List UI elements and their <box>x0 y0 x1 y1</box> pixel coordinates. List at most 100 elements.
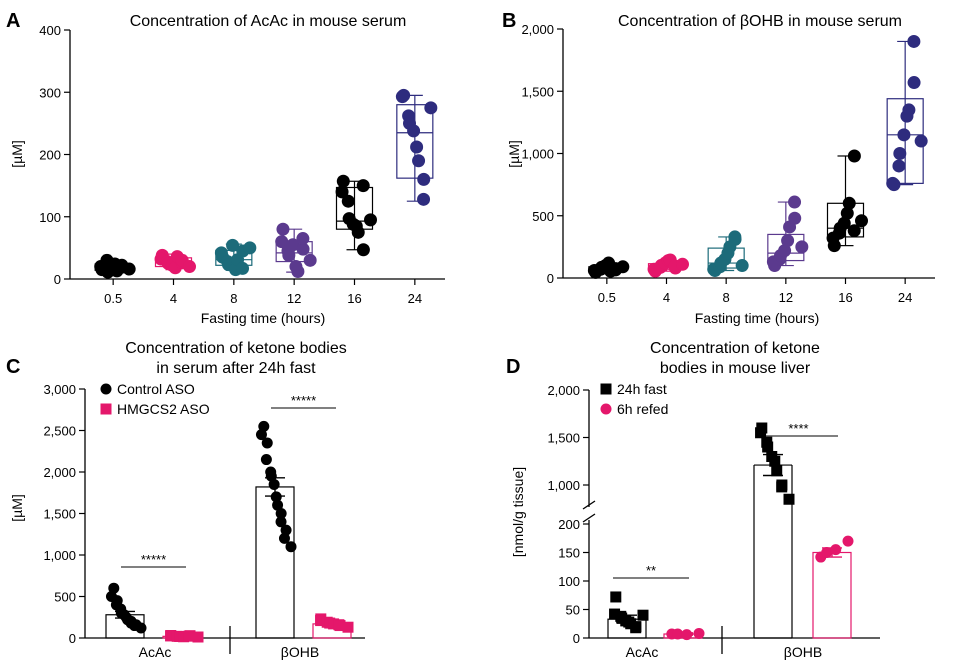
y-tick-label: 1,000 <box>521 147 554 162</box>
x-tick-label: 12 <box>287 291 301 306</box>
data-point <box>395 90 409 104</box>
y-tick-label: 3,000 <box>43 382 76 397</box>
box-rect <box>396 104 434 179</box>
y-tick-label: 0 <box>573 631 580 646</box>
panel-c-ylabel: [µM] <box>9 494 25 522</box>
panel-d-ylabel: [nmol/g tissue] <box>510 467 526 557</box>
data-point <box>226 238 240 252</box>
data-point <box>282 248 296 262</box>
data-point <box>781 234 795 248</box>
x-tick-label: 24 <box>898 290 912 305</box>
panel-b-xlabel: Fasting time (hours) <box>695 310 819 326</box>
data-point <box>837 216 851 230</box>
data-point <box>847 149 861 163</box>
data-point <box>637 609 649 621</box>
data-point <box>676 257 689 271</box>
data-point <box>788 211 802 225</box>
data-point <box>265 470 277 482</box>
x-tick-label: AcAc <box>626 644 659 660</box>
data-point <box>272 499 284 511</box>
data-point <box>778 244 792 258</box>
y-tick-label: 1,000 <box>547 478 580 493</box>
data-point <box>285 541 297 553</box>
panel-d-title-line1: Concentration of ketone <box>650 340 820 357</box>
data-point <box>276 222 290 236</box>
data-point <box>893 147 907 160</box>
x-tick-label: 24 <box>408 291 422 306</box>
x-tick-label: 16 <box>838 290 852 305</box>
data-point <box>268 478 280 490</box>
data-point <box>341 194 355 208</box>
panel-d-title-line2: bodies in mouse liver <box>660 360 811 377</box>
data-point <box>342 621 354 633</box>
data-point <box>616 260 630 274</box>
data-point <box>280 524 292 536</box>
x-tick-label: 4 <box>663 290 670 305</box>
panel-a-ylabel: [µM] <box>9 140 25 168</box>
legend-marker-24h-fast <box>600 383 612 395</box>
data-point <box>165 630 177 642</box>
panel-a-title: Concentration of AcAc in mouse serum <box>130 13 407 30</box>
panel-d: D Concentration of ketone bodies in mous… <box>506 340 880 660</box>
data-point <box>334 620 346 632</box>
x-tick-label: AcAc <box>139 644 172 660</box>
panel-c-letter: C <box>6 356 20 378</box>
axis-break-mark <box>582 513 596 523</box>
data-point <box>296 242 310 256</box>
y-tick-label: 150 <box>558 546 580 561</box>
data-point <box>261 437 273 449</box>
x-tick-label: 16 <box>347 291 361 306</box>
data-point <box>769 455 781 467</box>
data-point <box>842 535 854 547</box>
data-point <box>192 631 204 643</box>
data-point <box>184 630 196 642</box>
significance-label: ***** <box>291 393 316 408</box>
data-point <box>255 429 267 441</box>
data-point <box>897 128 911 142</box>
y-tick-label: 2,000 <box>521 22 554 37</box>
data-point <box>275 516 287 528</box>
panel-b-plot: 0 500 1,000 1,500 2,000 0.5 4 8 12 16 24 <box>521 22 935 305</box>
data-point <box>914 134 928 148</box>
legend-marker-6h-refed <box>600 403 612 415</box>
x-tick-label: 8 <box>230 291 237 306</box>
legend-marker-hmgcs2-aso <box>100 403 112 415</box>
data-point <box>728 230 742 244</box>
data-point <box>681 629 693 641</box>
panel-c: C Concentration of ketone bodies in seru… <box>6 340 365 660</box>
data-point <box>135 622 147 634</box>
data-point <box>902 103 916 117</box>
data-point <box>840 206 854 220</box>
data-point <box>735 259 749 273</box>
data-point <box>315 615 327 627</box>
y-tick-label: 200 <box>39 148 61 163</box>
data-point <box>821 547 833 558</box>
y-tick-label: 200 <box>558 517 580 532</box>
data-point <box>275 508 287 519</box>
y-tick-label: 0 <box>54 272 61 287</box>
panel-b: B Concentration of βOHB in mouse serum [… <box>502 10 935 326</box>
panel-a-plot: 0 100 200 300 400 0.5 4 8 12 16 24 <box>39 23 445 306</box>
y-tick-label: 1,500 <box>547 431 580 446</box>
y-tick-label: 100 <box>39 210 61 225</box>
data-point <box>351 225 365 239</box>
data-point <box>892 159 906 173</box>
data-point <box>855 214 868 228</box>
data-point <box>417 172 431 186</box>
data-point <box>609 608 621 620</box>
data-point <box>286 238 300 252</box>
data-point <box>762 441 774 453</box>
x-tick-label: 4 <box>170 291 177 306</box>
data-point <box>410 140 424 154</box>
y-tick-label: 1,500 <box>43 507 76 522</box>
data-point <box>243 241 257 255</box>
data-point <box>795 240 809 254</box>
data-point <box>183 260 196 274</box>
legend-label-hmgcs2-aso: HMGCS2 ASO <box>117 401 210 417</box>
y-tick-label: 500 <box>54 590 76 605</box>
data-point <box>830 544 842 556</box>
panel-c-plot: 0 500 1,000 1,500 2,000 2,500 3,000 AcAc βOHB ***… <box>43 381 365 660</box>
data-point <box>364 213 377 227</box>
y-tick-label: 100 <box>558 574 580 589</box>
